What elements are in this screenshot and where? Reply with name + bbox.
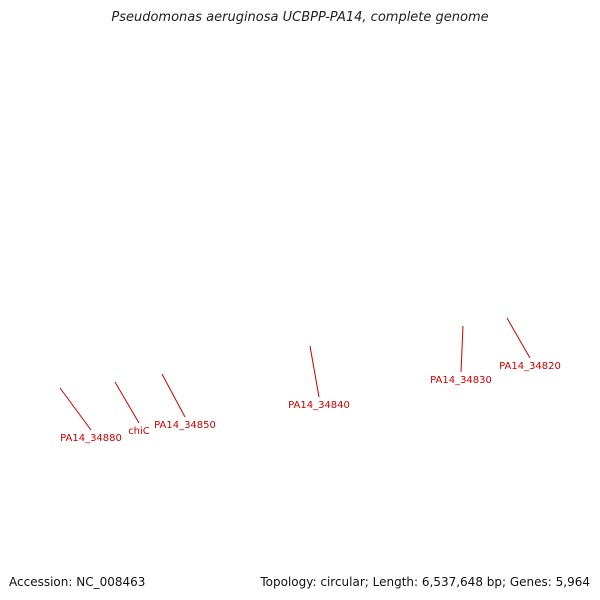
label-layer: PA14_34820 PA14_34830 PA14_34840 PA14_34850… bbox=[59, 317, 561, 444]
gene-label-leader bbox=[161, 373, 186, 418]
genome-summary: Topology: circular; Length: 6,537,648 bp… bbox=[260, 575, 590, 589]
gene-label: PA14_34840 bbox=[288, 400, 350, 411]
gene-label-leader bbox=[309, 345, 320, 398]
accession-label: Accession: NC_008463 bbox=[9, 575, 146, 589]
gene-label: PA14_34880 bbox=[60, 433, 122, 444]
gene-label: PA14_34830 bbox=[430, 375, 492, 386]
map-title: Pseudomonas aeruginosa UCBPP-PA14, compl… bbox=[111, 10, 489, 25]
gene-label-leader bbox=[460, 325, 464, 373]
gene-label-leader bbox=[114, 381, 140, 424]
gene-label: PA14_34850 bbox=[154, 420, 216, 431]
gene-label: chiC bbox=[128, 426, 150, 437]
gene-label-leader bbox=[506, 317, 531, 359]
gene-label: PA14_34820 bbox=[499, 361, 561, 372]
gene-label-leader bbox=[59, 387, 92, 431]
